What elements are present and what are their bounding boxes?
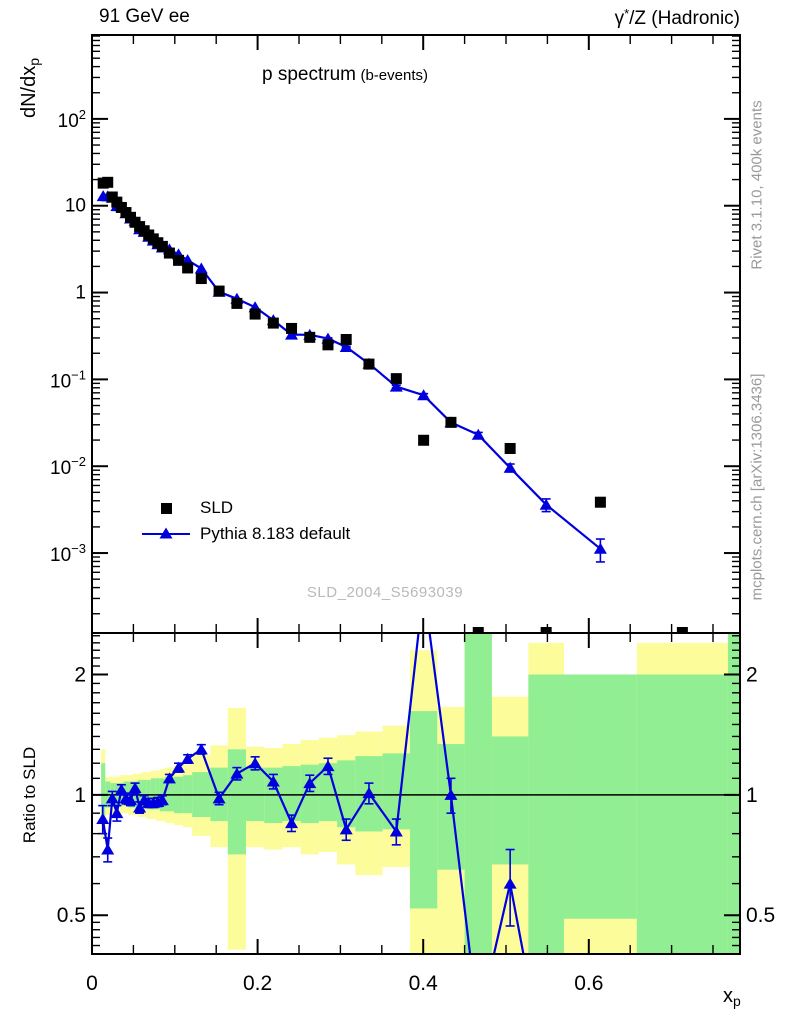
x-axis-title-base: x [723,985,733,1007]
svg-text:2: 2 [746,664,758,687]
pythia-line-triangle-marker-icon [142,527,190,539]
x-axis-title-sub: p [733,993,741,1009]
svg-text:0.4: 0.4 [409,972,439,995]
header-beam-energy: 91 GeV ee [99,6,190,27]
ratio-uncertainty-bands [101,633,740,954]
sld-square-marker-icon [161,503,172,514]
svg-text:1: 1 [74,784,86,807]
process-rest: /Z (Hadronic) [629,8,740,29]
plot-title-paren: (b-events) [360,67,428,84]
ratio-mc-series [96,633,525,954]
gamma-symbol: γ [614,8,625,29]
svg-text:10−2: 10−2 [50,454,86,479]
axis-tick-labels: 102 10 1 10−1 10−2 10−3 0 0.2 0.4 0.6 0.5 0.5 1 1 2 2 [50,107,775,995]
legend-item-sld: SLD [140,495,350,521]
ratio-panel-frame [91,632,741,955]
main-data-series [97,176,688,633]
svg-text:0: 0 [86,972,98,995]
y-axis-title-sub: p [26,57,42,66]
plot-title: p spectrum (b-events) [262,64,428,86]
header-process: γ*/Z (Hadronic) [615,6,740,30]
main-y-axis-title: dN/dxp [18,58,42,118]
svg-text:10−1: 10−1 [50,367,86,392]
svg-text:2: 2 [74,664,86,687]
legend-label-sld: SLD [200,498,234,517]
svg-text:0.2: 0.2 [243,972,272,995]
svg-text:10: 10 [65,196,86,217]
y-axis-title-base: dN/dx [18,65,40,119]
svg-text:1: 1 [75,283,86,304]
svg-text:10−3: 10−3 [50,541,86,566]
axis-ticks [92,35,740,954]
rivet-version-text: Rivet 3.1.10, 400k events [748,100,766,270]
analysis-id-watermark: SLD_2004_S5693039 [306,584,464,601]
svg-text:0.5: 0.5 [746,904,775,927]
mcplots-credit-text: mcplots.cern.ch [arXiv:1306.3436] [748,373,766,601]
svg-text:1: 1 [746,784,758,807]
legend-item-pythia: Pythia 8.183 default [140,521,350,547]
x-axis-title: xp [723,985,741,1009]
svg-text:0.5: 0.5 [57,904,86,927]
svg-text:0.6: 0.6 [574,972,603,995]
gamma-star: * [624,6,630,21]
legend-label-pythia: Pythia 8.183 default [200,524,351,543]
svg-text:102: 102 [58,107,86,132]
legend: SLD Pythia 8.183 default [140,495,350,547]
ratio-y-axis-title: Ratio to SLD [20,746,39,844]
plot-title-main: p spectrum [262,64,356,85]
